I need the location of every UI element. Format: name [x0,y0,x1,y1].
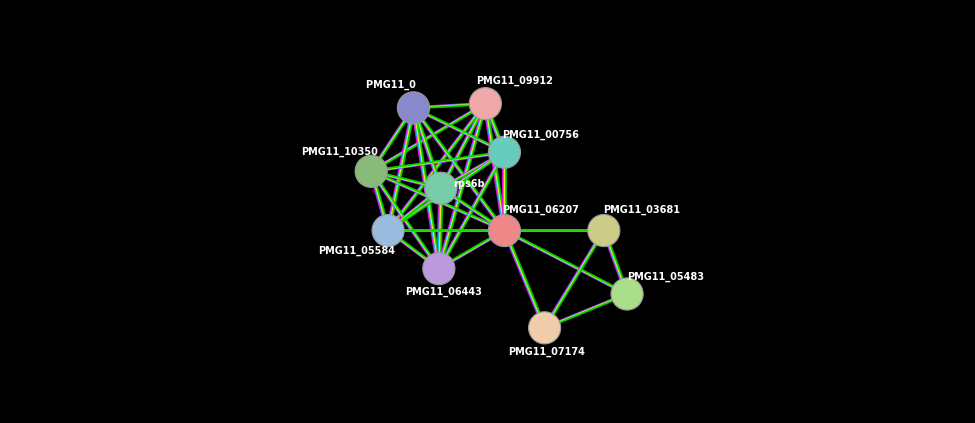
Circle shape [528,312,561,344]
Circle shape [355,155,387,187]
Circle shape [488,214,521,247]
Circle shape [611,278,644,310]
Text: PMG11_06207: PMG11_06207 [502,205,579,215]
Text: PMG11_10350: PMG11_10350 [301,146,378,157]
Text: PMG11_0: PMG11_0 [367,80,418,90]
Circle shape [588,214,620,247]
Circle shape [372,214,405,247]
Circle shape [423,253,455,285]
Text: PMG11_00756: PMG11_00756 [502,129,579,140]
Text: PMG11_05584: PMG11_05584 [318,246,395,256]
Text: PMG11_05483: PMG11_05483 [627,272,704,282]
Text: PMG11_09912: PMG11_09912 [477,75,554,85]
Circle shape [469,88,501,120]
Text: PMG11_03681: PMG11_03681 [604,205,681,215]
Circle shape [425,172,457,204]
Circle shape [398,92,430,124]
Circle shape [488,136,521,168]
Text: rps6b: rps6b [452,179,485,189]
Text: PMG11_07174: PMG11_07174 [508,347,585,357]
Text: PMG11_06443: PMG11_06443 [405,287,482,297]
